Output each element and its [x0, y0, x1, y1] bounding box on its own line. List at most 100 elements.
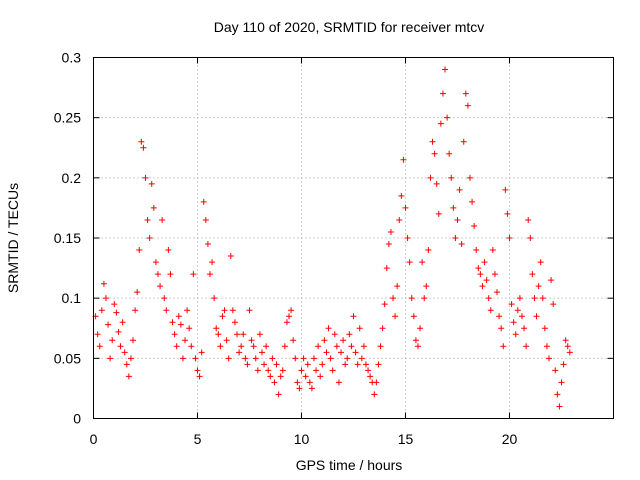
data-point	[148, 180, 155, 187]
data-point	[169, 319, 176, 326]
data-point	[427, 174, 434, 181]
data-point	[360, 343, 367, 350]
data-point	[491, 271, 498, 278]
data-point	[402, 204, 409, 211]
x-tick-label: 20	[502, 431, 518, 447]
x-tick-labels: 0 5 10 15 20	[90, 431, 518, 447]
data-point	[392, 313, 399, 320]
data-point	[290, 337, 297, 344]
data-point	[556, 403, 563, 410]
data-point	[217, 343, 224, 350]
data-point	[146, 235, 153, 241]
data-point	[271, 379, 278, 386]
data-point	[496, 313, 503, 320]
data-point	[350, 313, 357, 320]
x-tick-label: 5	[194, 431, 202, 447]
data-point	[121, 349, 128, 356]
data-point	[523, 343, 530, 350]
data-point	[425, 247, 432, 254]
data-point	[202, 216, 209, 223]
data-point	[483, 277, 490, 284]
data-point	[375, 361, 382, 368]
data-point	[352, 349, 359, 356]
data-point	[429, 138, 436, 145]
data-point	[306, 379, 313, 386]
y-tick-label: 0.05	[54, 350, 81, 366]
data-point	[213, 325, 220, 332]
data-point	[421, 295, 428, 302]
data-point	[152, 259, 159, 266]
data-point	[508, 301, 515, 308]
data-point	[261, 361, 268, 368]
data-point	[338, 349, 345, 356]
data-point	[537, 259, 544, 266]
data-point	[265, 367, 272, 374]
data-point	[394, 283, 401, 290]
data-point	[319, 361, 326, 368]
data-point	[423, 283, 430, 290]
data-point	[125, 373, 132, 380]
data-point	[373, 379, 380, 386]
data-point	[560, 361, 567, 368]
data-point	[242, 355, 249, 362]
data-point	[529, 271, 536, 278]
data-point	[263, 343, 270, 350]
data-point	[325, 325, 332, 332]
data-point	[323, 349, 330, 356]
data-point	[489, 247, 496, 254]
data-point	[506, 235, 513, 241]
data-point	[194, 367, 201, 374]
data-point	[298, 367, 305, 374]
data-point	[123, 361, 130, 368]
data-point	[546, 355, 553, 362]
data-point	[165, 247, 172, 254]
data-point	[348, 343, 355, 350]
data-point	[200, 198, 207, 205]
y-tick-label: 0.2	[62, 170, 82, 186]
data-point	[244, 361, 251, 368]
data-point	[412, 337, 419, 344]
data-point	[377, 343, 384, 350]
data-point	[173, 343, 180, 350]
data-point	[333, 343, 340, 350]
data-point	[313, 367, 320, 374]
data-point	[518, 313, 525, 320]
data-point	[564, 343, 571, 350]
data-point	[286, 313, 293, 320]
x-tick-label: 0	[90, 431, 98, 447]
data-point	[132, 307, 139, 314]
data-point	[335, 379, 342, 386]
data-point	[356, 325, 363, 332]
data-point	[414, 343, 421, 350]
data-point	[138, 138, 145, 145]
data-point	[444, 114, 451, 121]
chart-title: Day 110 of 2020, SRMTID for receiver mtc…	[214, 19, 485, 35]
data-point	[130, 337, 137, 344]
data-point	[277, 373, 284, 380]
data-point	[281, 343, 288, 350]
data-point	[231, 319, 238, 326]
data-point	[236, 349, 243, 356]
data-point	[113, 309, 120, 316]
data-point	[504, 210, 511, 217]
data-point	[134, 289, 141, 296]
data-point	[258, 349, 265, 356]
data-point	[331, 331, 338, 338]
data-point	[204, 241, 211, 248]
data-point	[404, 235, 411, 241]
data-point	[379, 325, 386, 332]
data-point	[273, 361, 280, 368]
data-point	[267, 373, 274, 380]
data-point	[473, 247, 480, 254]
data-point	[464, 102, 471, 109]
grid	[93, 57, 614, 419]
data-point	[294, 379, 301, 386]
data-point	[238, 343, 245, 350]
data-point	[458, 241, 465, 248]
data-point	[115, 328, 122, 335]
data-point	[433, 180, 440, 187]
data-point	[107, 355, 114, 362]
data-point	[448, 174, 455, 181]
y-tick-label: 0.3	[62, 50, 82, 66]
